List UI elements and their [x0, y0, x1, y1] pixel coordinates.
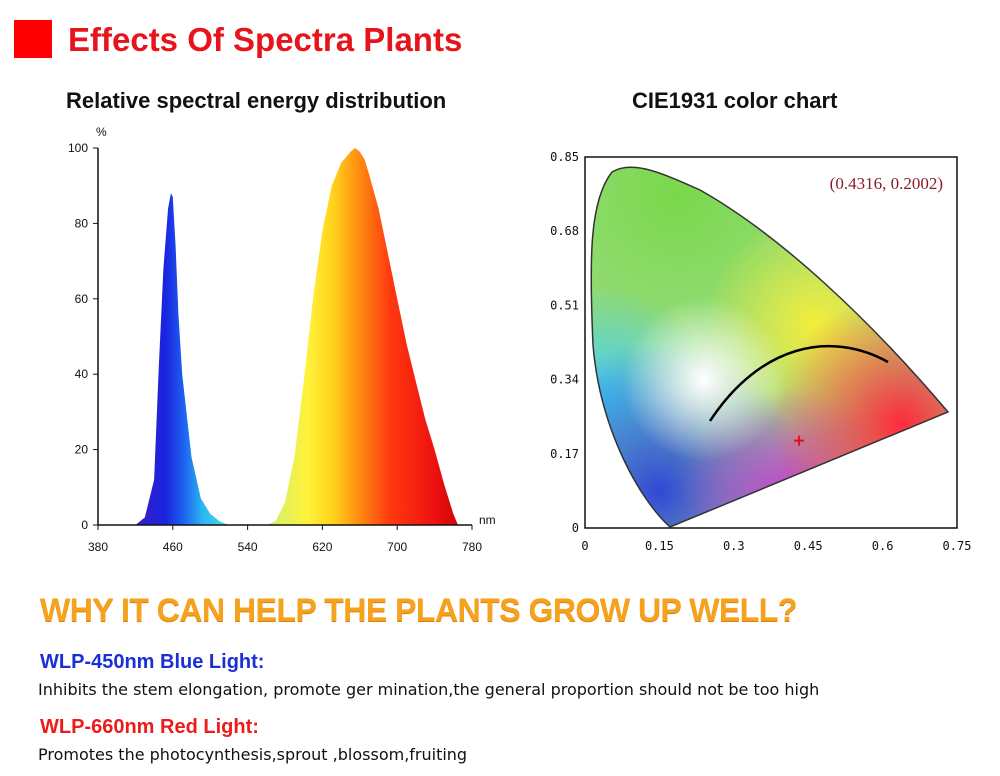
spectrum-y-tick-label: 40	[75, 367, 89, 381]
spectrum-y-unit: %	[96, 125, 107, 139]
cie-x-tick-label: 0.45	[794, 539, 823, 553]
cie-y-tick-label: 0.68	[550, 224, 579, 238]
spectrum-x-tick-label: 540	[238, 540, 258, 554]
spectrum-y-tick-label: 0	[81, 518, 88, 532]
cie-y-tick-label: 0.34	[550, 373, 579, 387]
cie-y-tick-label: 0.51	[550, 298, 579, 312]
spectrum-x-tick-label: 460	[163, 540, 183, 554]
red-light-heading: WLP-660nm Red Light:	[40, 716, 259, 738]
cie-plot-frame	[584, 156, 958, 529]
spectrum-x-tick-label: 620	[312, 540, 332, 554]
cie-x-tick-label: 0.75	[943, 539, 972, 553]
cie-chart-title: CIE1931 color chart	[632, 88, 838, 113]
spectrum-x-unit: nm	[479, 513, 496, 527]
section-headline: WHY IT CAN HELP THE PLANTS GROW UP WELL?	[40, 592, 797, 628]
spectrum-chart: 380 460 540 620 700 780 0 20 40 60 80 100 % nm	[68, 125, 496, 554]
header-red-square-icon	[14, 20, 52, 58]
cie-y-tick-label: 0	[572, 521, 579, 535]
page-title: Effects Of Spectra Plants	[68, 21, 463, 58]
red-light-description: Promotes the photocynthesis,sprout ,blos…	[38, 745, 468, 764]
cie-chart: 0 0.15 0.3 0.45 0.6 0.75 0 0.17 0.34 0.51 0.68 0.8…	[550, 150, 971, 553]
spectrum-chart-title: Relative spectral energy distribution	[66, 88, 447, 113]
spectrum-y-tick-label: 100	[68, 141, 88, 155]
cie-y-tick-label: 0.85	[550, 150, 579, 164]
blue-light-heading: WLP-450nm Blue Light:	[40, 651, 265, 673]
cie-x-tick-label: 0.3	[723, 539, 745, 553]
spectrum-y-tick-label: 80	[75, 216, 89, 230]
cie-point-label: (0.4316, 0.2002)	[830, 174, 943, 193]
spectrum-y-tick-label: 20	[75, 443, 89, 457]
spectrum-y-tick-label: 60	[75, 292, 89, 306]
cie-x-tick-label: 0.15	[645, 539, 674, 553]
spectrum-x-tick-label: 380	[88, 540, 108, 554]
cie-spectral-locus	[590, 166, 950, 528]
spectrum-area	[135, 148, 458, 525]
blue-light-description: Inhibits the stem elongation, promote ge…	[38, 680, 820, 699]
cie-color-gamut	[591, 167, 948, 528]
cie-y-tick-label: 0.17	[550, 447, 579, 461]
spectrum-x-tick-label: 780	[462, 540, 482, 554]
cie-x-tick-label: 0	[581, 539, 588, 553]
cie-x-tick-label: 0.6	[872, 539, 894, 553]
spectrum-x-tick-label: 700	[387, 540, 407, 554]
cie-planckian-locus	[708, 344, 889, 422]
